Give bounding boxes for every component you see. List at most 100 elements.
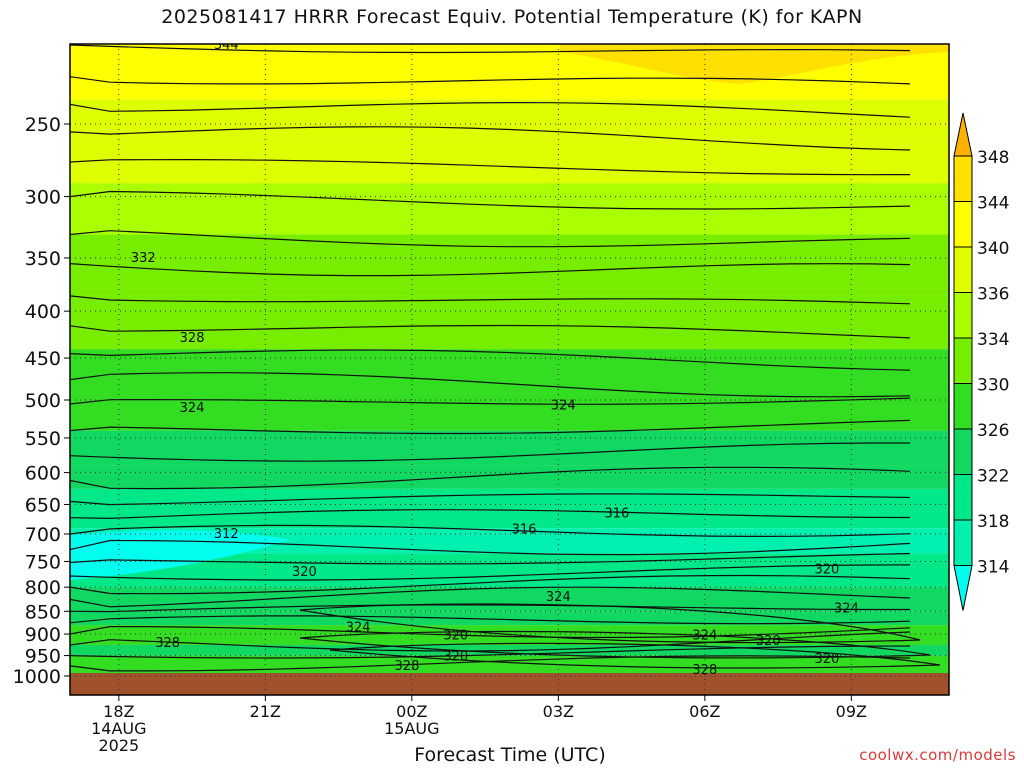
contour-label: 344 <box>214 38 239 53</box>
contour-label: 316 <box>605 507 630 522</box>
colorbar-label: 344 <box>977 194 1009 214</box>
y-axis: 2503003504004505005506006507007508008509… <box>13 114 70 688</box>
colorbar-label: 322 <box>977 467 1009 487</box>
contour-line <box>70 190 911 210</box>
y-tick-label: 950 <box>25 646 61 668</box>
contour-label: 328 <box>395 659 420 674</box>
contour-line <box>70 101 911 118</box>
y-tick-label: 1000 <box>13 666 61 688</box>
y-tick-label: 300 <box>25 187 61 209</box>
x-tick-label: 03Z <box>543 702 574 721</box>
color-band <box>70 99 949 140</box>
contour-label: 320 <box>443 628 468 643</box>
x-tick-label: 2025 <box>98 736 139 755</box>
contour-line <box>70 493 911 506</box>
contour-label: 328 <box>180 331 205 346</box>
contour-line <box>70 645 911 659</box>
contour-label: 324 <box>180 401 205 416</box>
color-band <box>70 430 949 466</box>
contour-line <box>70 372 911 398</box>
color-band <box>70 234 949 296</box>
colorbar-label: 326 <box>977 421 1009 441</box>
colorbar-label: 340 <box>977 239 1009 259</box>
contour-line <box>329 642 941 669</box>
grid-lines <box>70 44 949 695</box>
colorbar-segment <box>953 201 973 248</box>
contour-line <box>299 603 921 644</box>
x-tick-label: 06Z <box>689 702 720 721</box>
contour-line <box>70 76 911 85</box>
contour-lines <box>70 44 941 672</box>
contour-line <box>70 586 911 608</box>
contour-line <box>70 126 911 151</box>
y-tick-label: 500 <box>25 390 61 412</box>
colorbar-segment <box>953 246 973 293</box>
colorbar-label: 336 <box>977 285 1009 305</box>
contour-line <box>70 44 911 54</box>
colorbar: 348 344 340 336 334 330 326 322 318 314 <box>953 112 1009 611</box>
color-band <box>70 611 949 626</box>
color-band <box>70 510 949 529</box>
contour-line <box>70 419 911 435</box>
contour-labels: 344 332 328 324 324 316 316 312 320 320 324 324 324 3… <box>131 38 859 678</box>
y-tick-label: 800 <box>25 577 61 599</box>
y-tick-label: 850 <box>25 601 61 623</box>
contour-label: 328 <box>155 636 180 651</box>
contour-label: 324 <box>551 399 576 414</box>
colorbar-segment <box>953 292 973 339</box>
ground-layer <box>70 673 949 695</box>
contour-line <box>70 349 911 371</box>
colorbar-segment <box>953 337 973 384</box>
contour-label: 324 <box>834 601 859 616</box>
x-tick-label: 21Z <box>250 702 281 721</box>
colorbar-arrow-bottom <box>953 565 973 611</box>
color-band <box>70 139 949 184</box>
contour-line <box>70 442 910 462</box>
plot-area: 344 332 328 324 324 316 316 312 320 320 324 324 324 3… <box>70 38 949 695</box>
contour-line <box>70 295 911 305</box>
y-tick-label: 350 <box>25 248 61 270</box>
contour-label: 324 <box>346 620 371 635</box>
color-band <box>70 295 949 350</box>
x-tick-label: 00Z <box>396 702 427 721</box>
colorbar-label: 314 <box>977 558 1009 578</box>
contour-line <box>70 524 911 538</box>
colorbar-segment <box>953 383 973 430</box>
contour-line <box>70 509 911 520</box>
color-band <box>70 587 949 612</box>
x-tick-label: 15AUG <box>384 719 439 738</box>
contour-label: 332 <box>131 251 156 266</box>
color-band <box>70 465 949 489</box>
contour-line <box>70 564 911 581</box>
x-tick-label: 14AUG <box>91 719 146 738</box>
contour-label: 320 <box>815 652 840 667</box>
y-tick-label: 600 <box>25 463 61 485</box>
contour-line <box>70 574 911 595</box>
credit-link[interactable]: coolwx.com/models <box>859 746 1016 764</box>
colorbar-segment <box>953 474 973 521</box>
y-tick-label: 400 <box>25 301 61 323</box>
y-tick-label: 700 <box>25 524 61 546</box>
colorbar-segment <box>953 428 973 475</box>
contour-label: 320 <box>756 634 781 649</box>
x-tick-label: 18Z <box>103 702 134 721</box>
contour-label: 316 <box>512 522 537 537</box>
y-tick-label: 900 <box>25 624 61 646</box>
colorbar-segment <box>953 519 973 566</box>
colorbar-label: 318 <box>977 512 1009 532</box>
chart-title: 2025081417 HRRR Forecast Equiv. Potentia… <box>161 6 863 28</box>
contour-line <box>70 604 910 613</box>
contour-label: 320 <box>443 649 468 664</box>
colorbar-segment <box>953 155 973 202</box>
plot-frame <box>69 43 950 696</box>
contour-label: 324 <box>546 590 571 605</box>
contour-line <box>70 158 911 176</box>
contour-label: 320 <box>292 565 317 580</box>
contour-label: 320 <box>815 562 840 577</box>
contour-line <box>299 630 931 659</box>
contour-line <box>70 230 911 248</box>
color-bands <box>70 44 949 676</box>
y-tick-label: 250 <box>25 114 61 136</box>
